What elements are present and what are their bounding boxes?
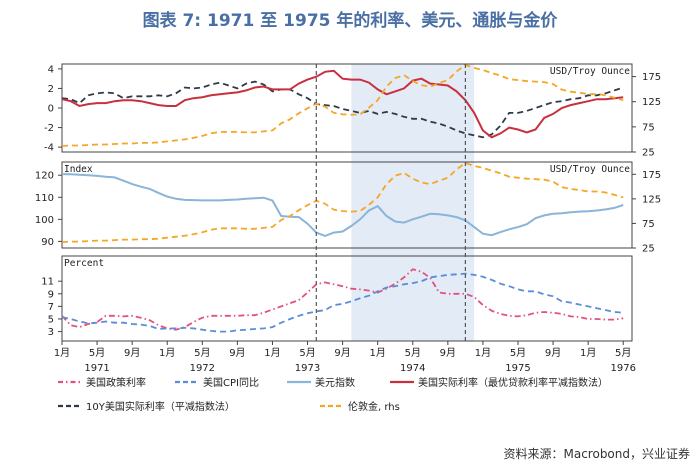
- y-tick-label: 9: [48, 289, 54, 300]
- x-tick-label: 9月: [440, 347, 456, 359]
- x-tick-label: 9月: [545, 347, 561, 359]
- y2-tick-label: 175: [642, 170, 661, 181]
- y-tick-label: 110: [35, 193, 54, 204]
- series-line: [61, 173, 624, 237]
- panel-label-left: Index: [64, 164, 93, 175]
- x-tick-label: 5月: [89, 347, 105, 359]
- x-tick-label: 1月: [475, 347, 491, 359]
- y-tick-label: 90: [41, 237, 54, 248]
- y2-tick-label: 25: [642, 148, 655, 159]
- source-note: 资料来源：Macrobond，兴业证券: [503, 447, 691, 461]
- x-tick-label: 1月: [54, 347, 70, 359]
- y-tick-label: -4: [44, 143, 54, 154]
- x-tick-label: 1月: [264, 347, 280, 359]
- y2-tick-label: 125: [642, 97, 661, 108]
- y-tick-label: 0: [48, 104, 54, 115]
- series-line: [61, 69, 624, 139]
- series-line: [61, 162, 624, 243]
- panel-frame-inflation: [61, 255, 633, 342]
- legend-label: 伦敦金, rhs: [348, 400, 400, 413]
- x-tick-label: 1月: [580, 347, 596, 359]
- x-tick-label: 9月: [229, 347, 245, 359]
- panel-label-right: USD/Troy Ounce: [550, 164, 630, 175]
- x-year-label: 1975: [505, 363, 530, 374]
- y2-tick-label: 75: [642, 122, 655, 133]
- y2-tick-label: 75: [642, 219, 655, 230]
- legend-label: 美元指数: [315, 376, 355, 389]
- legend-label: 10Y美国实际利率（平减指数法）: [86, 400, 235, 413]
- x-tick-label: 9月: [124, 347, 140, 359]
- legend-label: 美国实际利率（最优贷款利率平减指数法）: [418, 376, 608, 389]
- y-tick-label: -2: [44, 123, 54, 134]
- y2-tick-label: 175: [642, 72, 661, 83]
- y-tick-label: 3: [48, 327, 54, 338]
- series-line: [61, 63, 624, 147]
- panel-frame-dollar: [61, 161, 633, 249]
- x-year-label: 1973: [295, 363, 320, 374]
- legend-label: 美国CPI同比: [203, 376, 259, 389]
- x-tick-label: 5月: [194, 347, 210, 359]
- x-year-label: 1974: [400, 363, 425, 374]
- x-tick-label: 1月: [370, 347, 386, 359]
- x-year-label: 1972: [190, 363, 215, 374]
- y-tick-label: 2: [48, 84, 54, 95]
- chart-title: 图表 7: 1971 至 1975 年的利率、美元、通胀与金价: [142, 11, 558, 31]
- y-tick-label: 7: [48, 302, 54, 313]
- series-line: [61, 272, 624, 333]
- x-year-label: 1976: [611, 363, 636, 374]
- y-tick-label: 100: [35, 215, 54, 226]
- x-tick-label: 5月: [299, 347, 315, 359]
- panel-frame-rates: [61, 63, 633, 153]
- y-tick-label: 5: [48, 314, 54, 325]
- panel-label-right: USD/Troy Ounce: [550, 66, 630, 77]
- x-tick-label: 5月: [615, 347, 631, 359]
- panel-label-left: Percent: [64, 258, 104, 269]
- x-tick-label: 5月: [510, 347, 526, 359]
- shaded-period: [351, 64, 475, 341]
- y2-tick-label: 25: [642, 244, 655, 255]
- series-line: [61, 268, 624, 331]
- y-tick-label: 120: [35, 171, 54, 182]
- x-tick-label: 5月: [405, 347, 421, 359]
- x-year-label: 1971: [84, 363, 109, 374]
- series-line: [61, 80, 624, 139]
- x-tick-label: 9月: [334, 347, 350, 359]
- y-tick-label: 4: [48, 64, 54, 75]
- y-tick-label: 11: [41, 277, 54, 288]
- x-tick-label: 1月: [159, 347, 175, 359]
- legend-label: 美国政策利率: [86, 376, 146, 389]
- y2-tick-label: 125: [642, 194, 661, 205]
